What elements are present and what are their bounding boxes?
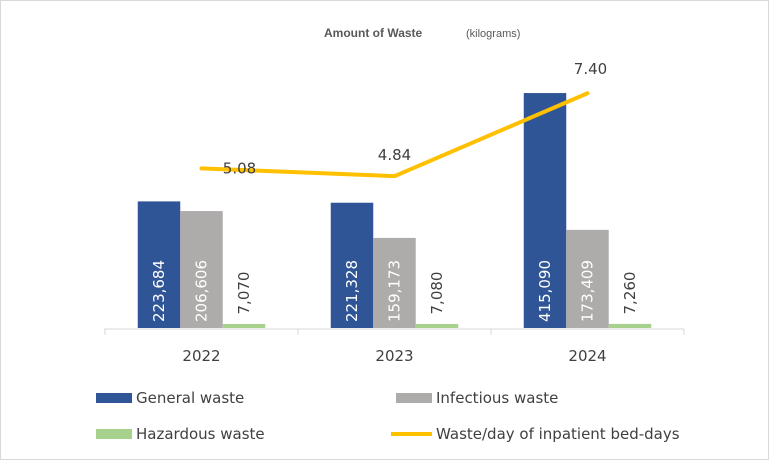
data-label: 7,260 [621, 272, 639, 315]
legend-label: Infectious waste [436, 389, 558, 407]
bar-infectious-waste-2024 [566, 229, 609, 328]
x-tick-label: 2024 [568, 347, 606, 365]
legend-swatch [396, 393, 432, 403]
chart-title: Amount of Waste [324, 26, 423, 40]
data-label: 206,606 [193, 260, 211, 322]
legend-label: Waste/day of inpatient bed-days [436, 425, 680, 443]
unit-label: (kilograms) [466, 28, 520, 40]
bar-hazardous-waste-2024 [608, 323, 652, 328]
data-label: 7,070 [235, 272, 253, 315]
line-data-label: 5.08 [223, 159, 256, 177]
legend-label: Hazardous waste [136, 425, 265, 443]
bar-general-waste-2022 [137, 201, 181, 328]
data-label: 415,090 [536, 260, 554, 322]
bar-infectious-waste-2023 [373, 237, 416, 328]
bar-hazardous-waste-2022 [222, 323, 266, 328]
data-label: 7,080 [428, 272, 446, 315]
legend-swatch [96, 393, 132, 403]
x-tick-label: 2023 [375, 347, 413, 365]
line-data-label: 7.40 [574, 60, 607, 78]
legend-label: General waste [136, 389, 244, 407]
line-data-label: 4.84 [378, 146, 411, 164]
data-label: 223,684 [150, 260, 168, 322]
x-tick-label: 2022 [182, 347, 220, 365]
bar-hazardous-waste-2023 [415, 323, 459, 328]
bar-infectious-waste-2022 [180, 211, 223, 328]
bar-general-waste-2024 [523, 93, 567, 329]
data-label: 173,409 [579, 260, 597, 322]
data-label: 159,173 [386, 260, 404, 322]
data-label: 221,328 [343, 260, 361, 322]
legend-swatch [96, 429, 132, 439]
bar-general-waste-2023 [330, 202, 374, 328]
